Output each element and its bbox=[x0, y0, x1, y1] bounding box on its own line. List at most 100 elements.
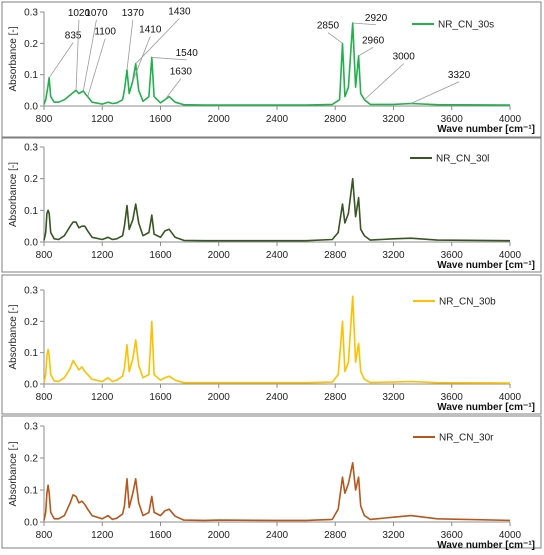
peak-annotation: 1430 bbox=[168, 7, 191, 18]
x-tick-label: 2000 bbox=[208, 250, 231, 261]
annotation-leader bbox=[327, 32, 343, 44]
x-tick-label: 2800 bbox=[324, 114, 347, 125]
y-tick-label: 0.2 bbox=[24, 174, 38, 185]
y-tick-label: 0.1 bbox=[24, 70, 38, 81]
x-tick-label: 2000 bbox=[208, 530, 231, 541]
annotation-leader bbox=[352, 22, 377, 26]
y-tick-label: 0.3 bbox=[24, 422, 38, 433]
series-line-nr-cn-30r bbox=[43, 462, 511, 522]
annotation-leader bbox=[82, 19, 97, 92]
legend-label: NR_CN_30l bbox=[436, 154, 489, 165]
x-tick-label: 800 bbox=[36, 530, 53, 541]
x-tick-label: 3200 bbox=[382, 250, 405, 261]
y-tick-label: 0.0 bbox=[24, 102, 38, 113]
x-tick-label: 2400 bbox=[266, 250, 289, 261]
x-tick-label: 2800 bbox=[324, 250, 347, 261]
peak-annotation: 3000 bbox=[393, 52, 416, 63]
x-axis-label: Wave number [cm⁻¹] bbox=[437, 540, 535, 550]
peak-annotation: 1070 bbox=[85, 8, 108, 19]
annotation-leader bbox=[132, 36, 151, 82]
annotation-leader bbox=[164, 78, 182, 100]
x-tick-label: 1200 bbox=[91, 250, 114, 261]
panel-frame bbox=[1, 274, 542, 415]
y-tick-label: 0.1 bbox=[24, 348, 38, 359]
y-tick-label: 0.1 bbox=[24, 486, 38, 497]
x-tick-label: 2000 bbox=[208, 392, 231, 403]
annotation-leader bbox=[126, 19, 134, 71]
y-axis-label: Absorbance [-] bbox=[8, 162, 19, 227]
x-tick-label: 4000 bbox=[499, 530, 522, 541]
peak-annotation: 2850 bbox=[317, 21, 340, 32]
y-tick-label: 0.3 bbox=[24, 143, 38, 154]
x-tick-label: 1600 bbox=[149, 392, 172, 403]
peak-annotation: 1020 bbox=[68, 8, 91, 19]
annotation-leader bbox=[87, 38, 106, 97]
x-axis-label: Wave number [cm⁻¹] bbox=[437, 402, 535, 413]
x-tick-label: 3200 bbox=[382, 530, 405, 541]
panel-frame bbox=[1, 415, 542, 549]
y-tick-label: 0.2 bbox=[24, 39, 38, 50]
x-tick-label: 2400 bbox=[266, 392, 289, 403]
x-tick-label: 3600 bbox=[441, 530, 464, 541]
x-tick-label: 2400 bbox=[266, 114, 289, 125]
x-tick-label: 1200 bbox=[91, 114, 114, 125]
x-tick-label: 1200 bbox=[91, 392, 114, 403]
peak-annotation: 3320 bbox=[448, 70, 471, 81]
series-line-nr-cn-30b bbox=[43, 295, 511, 384]
x-tick-label: 2000 bbox=[208, 114, 231, 125]
x-tick-label: 1600 bbox=[149, 250, 172, 261]
x-tick-label: 800 bbox=[36, 392, 53, 403]
annotation-leader bbox=[135, 18, 180, 64]
x-tick-label: 4000 bbox=[499, 250, 522, 261]
y-tick-label: 0.3 bbox=[24, 8, 38, 19]
x-tick-label: 3600 bbox=[441, 114, 464, 125]
y-tick-label: 0.0 bbox=[24, 380, 38, 391]
chart-panel-3: 0.0 0.1 0.2 0.3 800 1200 1600 2000 2400 2800 3200 3… bbox=[1, 274, 542, 415]
series-line-nr-cn-30l bbox=[43, 177, 511, 242]
panel-frame bbox=[1, 137, 542, 273]
y-tick-label: 0.1 bbox=[24, 206, 38, 217]
y-tick-label: 0.2 bbox=[24, 317, 38, 328]
y-axis-label: Absorbance [-] bbox=[8, 304, 19, 369]
annotation-leader bbox=[410, 81, 460, 104]
peak-annotation: 1370 bbox=[122, 8, 145, 19]
y-tick-label: 0.0 bbox=[24, 238, 38, 249]
x-tick-label: 3200 bbox=[382, 392, 405, 403]
peak-annotation: 2920 bbox=[365, 13, 388, 24]
x-tick-label: 3600 bbox=[441, 250, 464, 261]
x-tick-label: 3200 bbox=[382, 114, 405, 125]
panel-frame bbox=[1, 1, 542, 138]
y-axis-label: Absorbance [-] bbox=[8, 441, 19, 506]
x-tick-label: 4000 bbox=[499, 114, 522, 125]
legend-label: NR_CN_30b bbox=[439, 297, 496, 308]
legend-label: NR_CN_30s bbox=[438, 20, 494, 31]
y-tick-label: 0.3 bbox=[24, 286, 38, 297]
series-line-nr-cn-30s bbox=[43, 22, 511, 106]
peak-annotation: 1540 bbox=[176, 48, 199, 59]
peak-annotation: 1630 bbox=[170, 67, 193, 78]
y-axis-label: Absorbance [-] bbox=[8, 26, 19, 91]
peak-annotation: 1410 bbox=[139, 24, 162, 35]
annotation-leader bbox=[364, 63, 404, 101]
x-tick-label: 2800 bbox=[324, 530, 347, 541]
x-tick-label: 2400 bbox=[266, 530, 289, 541]
annotation-leader bbox=[151, 57, 187, 61]
legend-label: NR_CN_30r bbox=[439, 433, 494, 444]
annotation-leader bbox=[358, 46, 374, 57]
peak-annotation: 835 bbox=[65, 31, 82, 42]
x-tick-label: 800 bbox=[36, 250, 53, 261]
x-tick-label: 2800 bbox=[324, 392, 347, 403]
y-tick-label: 0.0 bbox=[24, 518, 38, 529]
x-axis-label: Wave number [cm⁻¹] bbox=[437, 260, 535, 271]
x-tick-label: 4000 bbox=[499, 392, 522, 403]
x-tick-label: 1600 bbox=[149, 114, 172, 125]
x-tick-label: 3600 bbox=[441, 392, 464, 403]
chart-panel-2: 0.0 0.1 0.2 0.3 800 1200 1600 2000 2400 2800 3200 3… bbox=[1, 137, 542, 273]
x-tick-label: 800 bbox=[36, 114, 53, 125]
peak-annotation: 1100 bbox=[94, 27, 116, 38]
chart-panel-1: 0.0 0.1 0.2 0.3 800 1200 1600 2000 2400 2800 3200 3… bbox=[1, 1, 542, 138]
chart-panel-4: 0.0 0.1 0.2 0.3 800 1200 1600 2000 2400 2800 3200 3… bbox=[1, 415, 542, 551]
annotation-leader bbox=[75, 19, 80, 91]
